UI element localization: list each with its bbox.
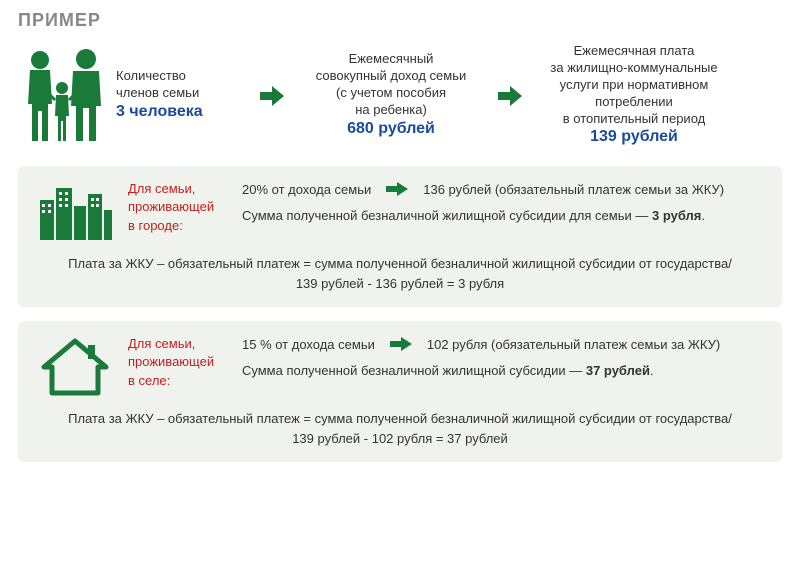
family-text: Количество членов семьи 3 человека xyxy=(116,68,203,123)
village-subsidy-amount: 37 рублей xyxy=(586,363,650,378)
income-highlight: 680 рублей xyxy=(296,119,486,140)
income-line4: на ребенка) xyxy=(296,102,486,119)
payment-line4: потреблении xyxy=(534,94,734,111)
city-label-line1: Для семьи, xyxy=(128,180,228,198)
city-label: Для семьи, проживающей в городе: xyxy=(128,180,228,235)
village-label-line1: Для семьи, xyxy=(128,335,228,353)
city-label-line3: в городе: xyxy=(128,217,228,235)
arrow-icon xyxy=(389,335,413,353)
family-highlight: 3 человека xyxy=(116,102,203,123)
village-percent: 15 % от дохода семьи xyxy=(242,337,375,352)
village-panel-top: Для семьи, проживающей в селе: 15 % от д… xyxy=(36,335,764,399)
village-result: 102 рубля (обязательный платеж семьи за … xyxy=(427,337,720,352)
village-formula-line1: Плата за ЖКУ – обязательный платеж = сум… xyxy=(36,409,764,429)
city-formula: Плата за ЖКУ – обязательный платеж = сум… xyxy=(36,254,764,293)
payment-highlight: 139 рублей xyxy=(534,127,734,148)
village-subsidy: Сумма полученной безналичной жилищной су… xyxy=(242,363,764,378)
city-result: 136 рублей (обязательный платеж семьи за… xyxy=(423,182,724,197)
house-icon xyxy=(36,335,114,399)
city-formula-line2: 139 рублей - 136 рублей = 3 рубля xyxy=(36,274,764,294)
family-line2: членов семьи xyxy=(116,85,203,102)
city-icon xyxy=(36,180,114,244)
city-formula-line1: Плата за ЖКУ – обязательный платеж = сум… xyxy=(36,254,764,274)
village-formula: Плата за ЖКУ – обязательный платеж = сум… xyxy=(36,409,764,448)
village-right: 15 % от дохода семьи 102 рубля (обязател… xyxy=(242,335,764,378)
arrow-icon xyxy=(258,82,286,110)
income-line2: совокупный доход семьи xyxy=(296,68,486,85)
family-icon xyxy=(18,46,108,146)
village-subsidy-text: Сумма полученной безналичной жилищной су… xyxy=(242,363,582,378)
payment-line5: в отопительный период xyxy=(534,111,734,128)
city-subsidy-amount: 3 рубля xyxy=(652,208,701,223)
city-panel: Для семьи, проживающей в городе: 20% от … xyxy=(18,166,782,307)
city-percent: 20% от дохода семьи xyxy=(242,182,371,197)
payment-line1: Ежемесячная плата xyxy=(534,43,734,60)
village-label-line3: в селе: xyxy=(128,372,228,390)
arrow-icon xyxy=(385,180,409,198)
arrow-icon xyxy=(496,82,524,110)
village-label-line2: проживающей xyxy=(128,353,228,371)
example-title: ПРИМЕР xyxy=(18,10,782,31)
payment-line3: услуги при нормативном xyxy=(534,77,734,94)
income-line3: (с учетом пособия xyxy=(296,85,486,102)
family-block: Количество членов семьи 3 человека xyxy=(18,46,248,146)
income-block: Ежемесячный совокупный доход семьи (с уч… xyxy=(296,51,486,139)
city-panel-top: Для семьи, проживающей в городе: 20% от … xyxy=(36,180,764,244)
city-calc: 20% от дохода семьи 136 рублей (обязател… xyxy=(242,180,764,198)
village-label: Для семьи, проживающей в селе: xyxy=(128,335,228,390)
payment-block: Ежемесячная плата за жилищно-коммунальны… xyxy=(534,43,734,148)
income-line1: Ежемесячный xyxy=(296,51,486,68)
city-subsidy-text: Сумма полученной безналичной жилищной су… xyxy=(242,208,648,223)
city-subsidy: Сумма полученной безналичной жилищной су… xyxy=(242,208,764,223)
village-panel: Для семьи, проживающей в селе: 15 % от д… xyxy=(18,321,782,462)
family-line1: Количество xyxy=(116,68,203,85)
payment-line2: за жилищно-коммунальные xyxy=(534,60,734,77)
city-right: 20% от дохода семьи 136 рублей (обязател… xyxy=(242,180,764,223)
village-formula-line2: 139 рублей - 102 рубля = 37 рублей xyxy=(36,429,764,449)
top-flow: Количество членов семьи 3 человека Ежеме… xyxy=(18,43,782,148)
village-calc: 15 % от дохода семьи 102 рубля (обязател… xyxy=(242,335,764,353)
city-label-line2: проживающей xyxy=(128,198,228,216)
